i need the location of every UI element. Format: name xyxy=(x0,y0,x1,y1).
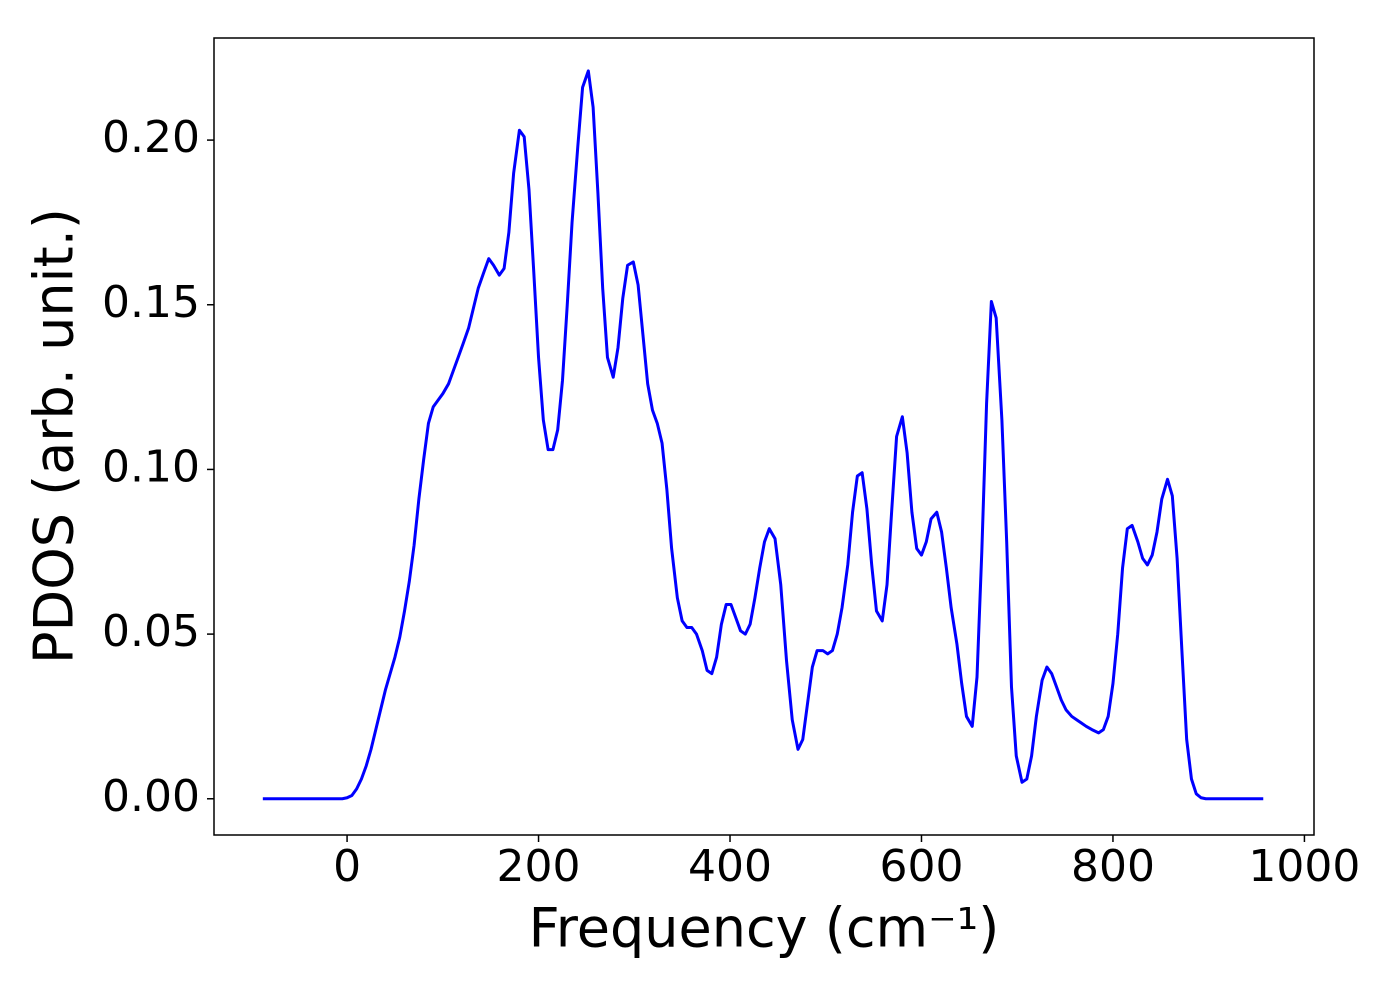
y-tick-label: 0.00 xyxy=(102,771,200,822)
x-axis-label: Frequency (cm⁻¹) xyxy=(529,897,1000,960)
data-line xyxy=(262,69,1264,801)
x-tick-label: 600 xyxy=(879,841,963,892)
y-tick-label: 0.20 xyxy=(102,112,200,163)
x-tick-label: 200 xyxy=(497,841,581,892)
y-axis-label: PDOS (arb. unit.) xyxy=(23,208,86,664)
x-tick-label: 800 xyxy=(1071,841,1155,892)
x-tick-label: 0 xyxy=(333,841,361,892)
y-tick-label: 0.15 xyxy=(102,277,200,328)
y-tick-label: 0.05 xyxy=(102,606,200,657)
plot-frame xyxy=(213,37,1315,836)
y-tick-label: 0.10 xyxy=(102,441,200,492)
x-tick-label: 1000 xyxy=(1248,841,1360,892)
x-tick-label: 400 xyxy=(688,841,772,892)
